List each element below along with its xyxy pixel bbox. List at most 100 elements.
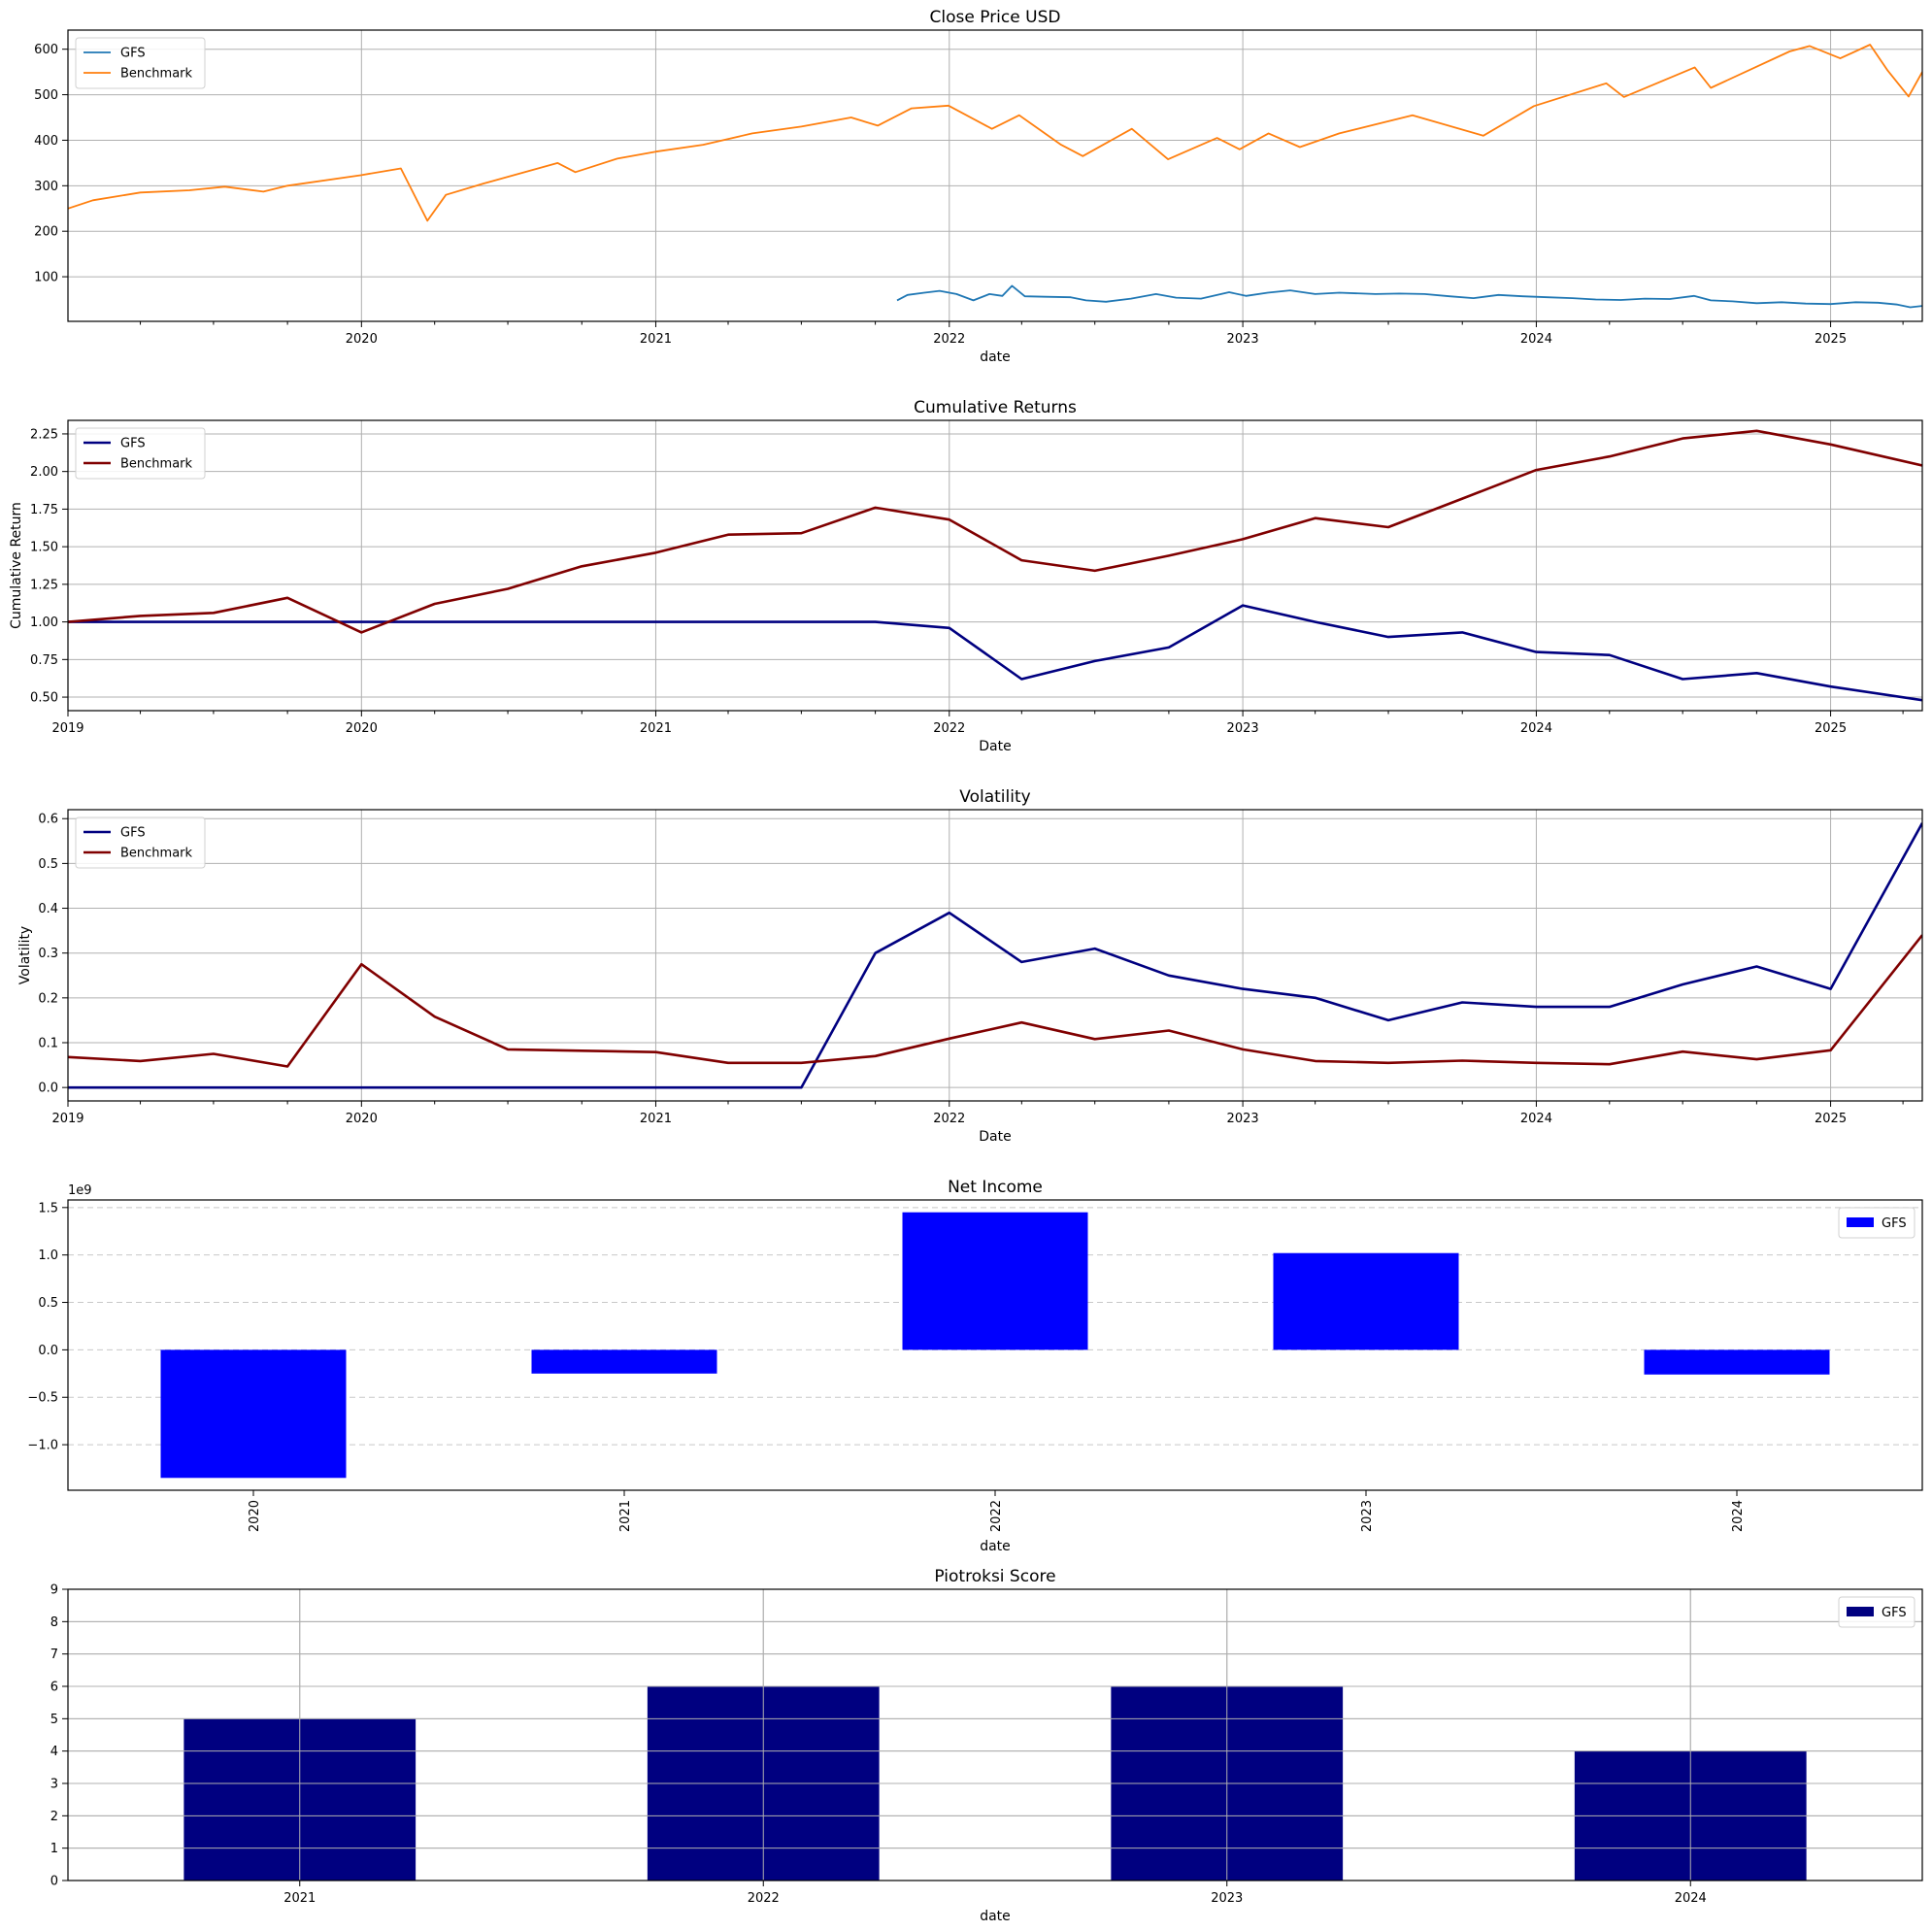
bar-2023 [1273,1252,1459,1350]
bar-2020 [160,1349,347,1479]
y-tick-label: 400 [34,134,58,149]
cumulative-returns-panel: 2019 2020 2021 2022 2023 2024 2025 0.50 0.75 1.00… [9,398,1923,754]
legend: GFS [1838,1207,1915,1239]
x-tick-label: 2022 [989,1500,1004,1532]
axes-frame [67,1588,1923,1881]
y-tick-label: 8 [50,1615,58,1630]
x-tick-label: 2024 [1520,332,1552,347]
x-tick-label: 2021 [283,1891,316,1906]
y-tick-label: 0.4 [38,902,58,916]
x-tick-label: 2023 [1227,721,1259,736]
y-tick-labels: 0.0 0.1 0.2 0.3 0.4 0.5 0.6 [38,813,68,1096]
y-tick-label: 1 [50,1842,58,1856]
legend-label: GFS [120,47,146,61]
y-axis-label: Volatility [17,926,33,984]
x-tick-label: 2024 [1520,721,1552,736]
piotroski-score-panel: 2021 2022 2023 2024 0 1 2 3 4 5 6 7 8 9 Piotroksi Scor… [50,1567,1923,1924]
x-tick-label: 2022 [933,721,965,736]
x-tick-label: 2019 [51,1112,83,1126]
grid-lines [67,420,1922,711]
y-tick-label: 1.0 [38,1248,58,1263]
x-axis-label: Date [979,739,1011,754]
y-tick-label: 0.0 [38,1344,58,1358]
x-axis-label: date [980,1909,1011,1924]
chart-title: Cumulative Returns [914,398,1077,417]
legend: GFS Benchmark [75,816,206,869]
y-tick-label: 0.0 [38,1082,58,1096]
x-tick-label: 2020 [346,332,378,347]
legend-label: Benchmark [120,67,193,82]
series-line-benchmark [68,44,1922,222]
x-tick-label: 2020 [346,721,378,736]
y-tick-label: 0 [50,1875,58,1889]
plot-area [68,429,1922,702]
legend-label: GFS [1882,1606,1907,1620]
y-tick-label: 4 [50,1745,58,1759]
plot-area [160,1212,1830,1479]
bar-2021 [531,1349,717,1374]
x-axis-label: date [980,1539,1011,1554]
series-line-gfs [896,284,1922,309]
x-tick-label: 2024 [1675,1891,1707,1906]
x-axis-label: Date [979,1129,1011,1145]
legend: GFS [1838,1596,1915,1628]
x-tick-label: 2022 [933,332,965,347]
axes-frame [67,29,1923,322]
x-tick-labels: 2019 2020 2021 2022 2023 2024 2025 [51,711,1847,736]
y-tick-label: 500 [34,88,58,103]
y-tick-label: 300 [34,180,58,194]
y-tick-labels: 0.50 0.75 1.00 1.25 1.50 1.75 2.00 2.25 [30,427,68,706]
y-tick-label: 0.3 [38,947,58,961]
x-tick-labels: 2020 2021 2022 2023 2024 [248,1490,1746,1532]
x-tick-label: 2022 [748,1891,780,1906]
x-minor-ticks [140,711,1904,715]
series-line-gfs [68,822,1922,1089]
x-axis-label: date [980,350,1011,365]
net-income-panel: 2020 2021 2022 2023 2024 −1.0 −0.5 0.0 0.5 1.0 1.5… [27,1178,1923,1554]
y-tick-labels: −1.0 −0.5 0.0 0.5 1.0 1.5 [27,1201,68,1453]
series-line-benchmark [68,429,1922,634]
plot-area [68,44,1922,309]
y-tick-label: 0.5 [38,1296,58,1311]
chart-title: Close Price USD [930,8,1061,27]
legend-label: GFS [120,437,146,451]
legend-box [75,816,206,869]
y-axis-label: Cumulative Return [9,502,24,629]
y-tick-label: 0.75 [30,653,58,668]
bar-2024 [1644,1349,1830,1375]
bar-2022 [902,1212,1088,1350]
x-tick-label: 2025 [1815,1112,1847,1126]
y-tick-label: 0.5 [38,857,58,872]
legend-label: Benchmark [120,457,193,472]
y-tick-label: 600 [34,43,58,57]
y-tick-label: 100 [34,271,58,285]
plot-area [68,1589,1922,1881]
grid-lines [68,30,1922,321]
legend: GFS Benchmark [75,37,206,89]
y-tick-label: 0.50 [30,691,58,706]
y-tick-label: 5 [50,1713,58,1727]
x-tick-label: 2023 [1227,1112,1259,1126]
y-tick-label: 7 [50,1648,58,1662]
volatility-panel: 2019 2020 2021 2022 2023 2024 2025 0.0 0.1 0.2 0.3… [17,787,1923,1145]
y-tick-label: 0.2 [38,991,58,1006]
x-tick-label: 2021 [640,332,672,347]
y-tick-labels: 100 200 300 400 500 600 [34,43,68,285]
x-tick-labels: 2019 2020 2021 2022 2023 2024 2025 [51,1101,1847,1126]
x-tick-label: 2025 [1815,332,1847,347]
legend-box [1838,1207,1915,1239]
x-tick-label: 2021 [640,721,672,736]
y-tick-label: 1.75 [30,503,58,517]
chart-title: Piotroksi Score [934,1567,1055,1586]
legend: GFS Benchmark [75,427,206,480]
legend-swatch-gfs [1847,1217,1874,1227]
x-minor-ticks [140,321,1904,325]
y-tick-label: 2 [50,1810,58,1824]
legend-swatch-gfs [1847,1607,1874,1616]
y-tick-label: 2.25 [30,427,58,442]
y-tick-label: 0.1 [38,1037,58,1051]
x-tick-label: 2019 [51,721,83,736]
y-tick-label: −1.0 [27,1439,58,1453]
chart-title: Volatility [959,787,1030,807]
